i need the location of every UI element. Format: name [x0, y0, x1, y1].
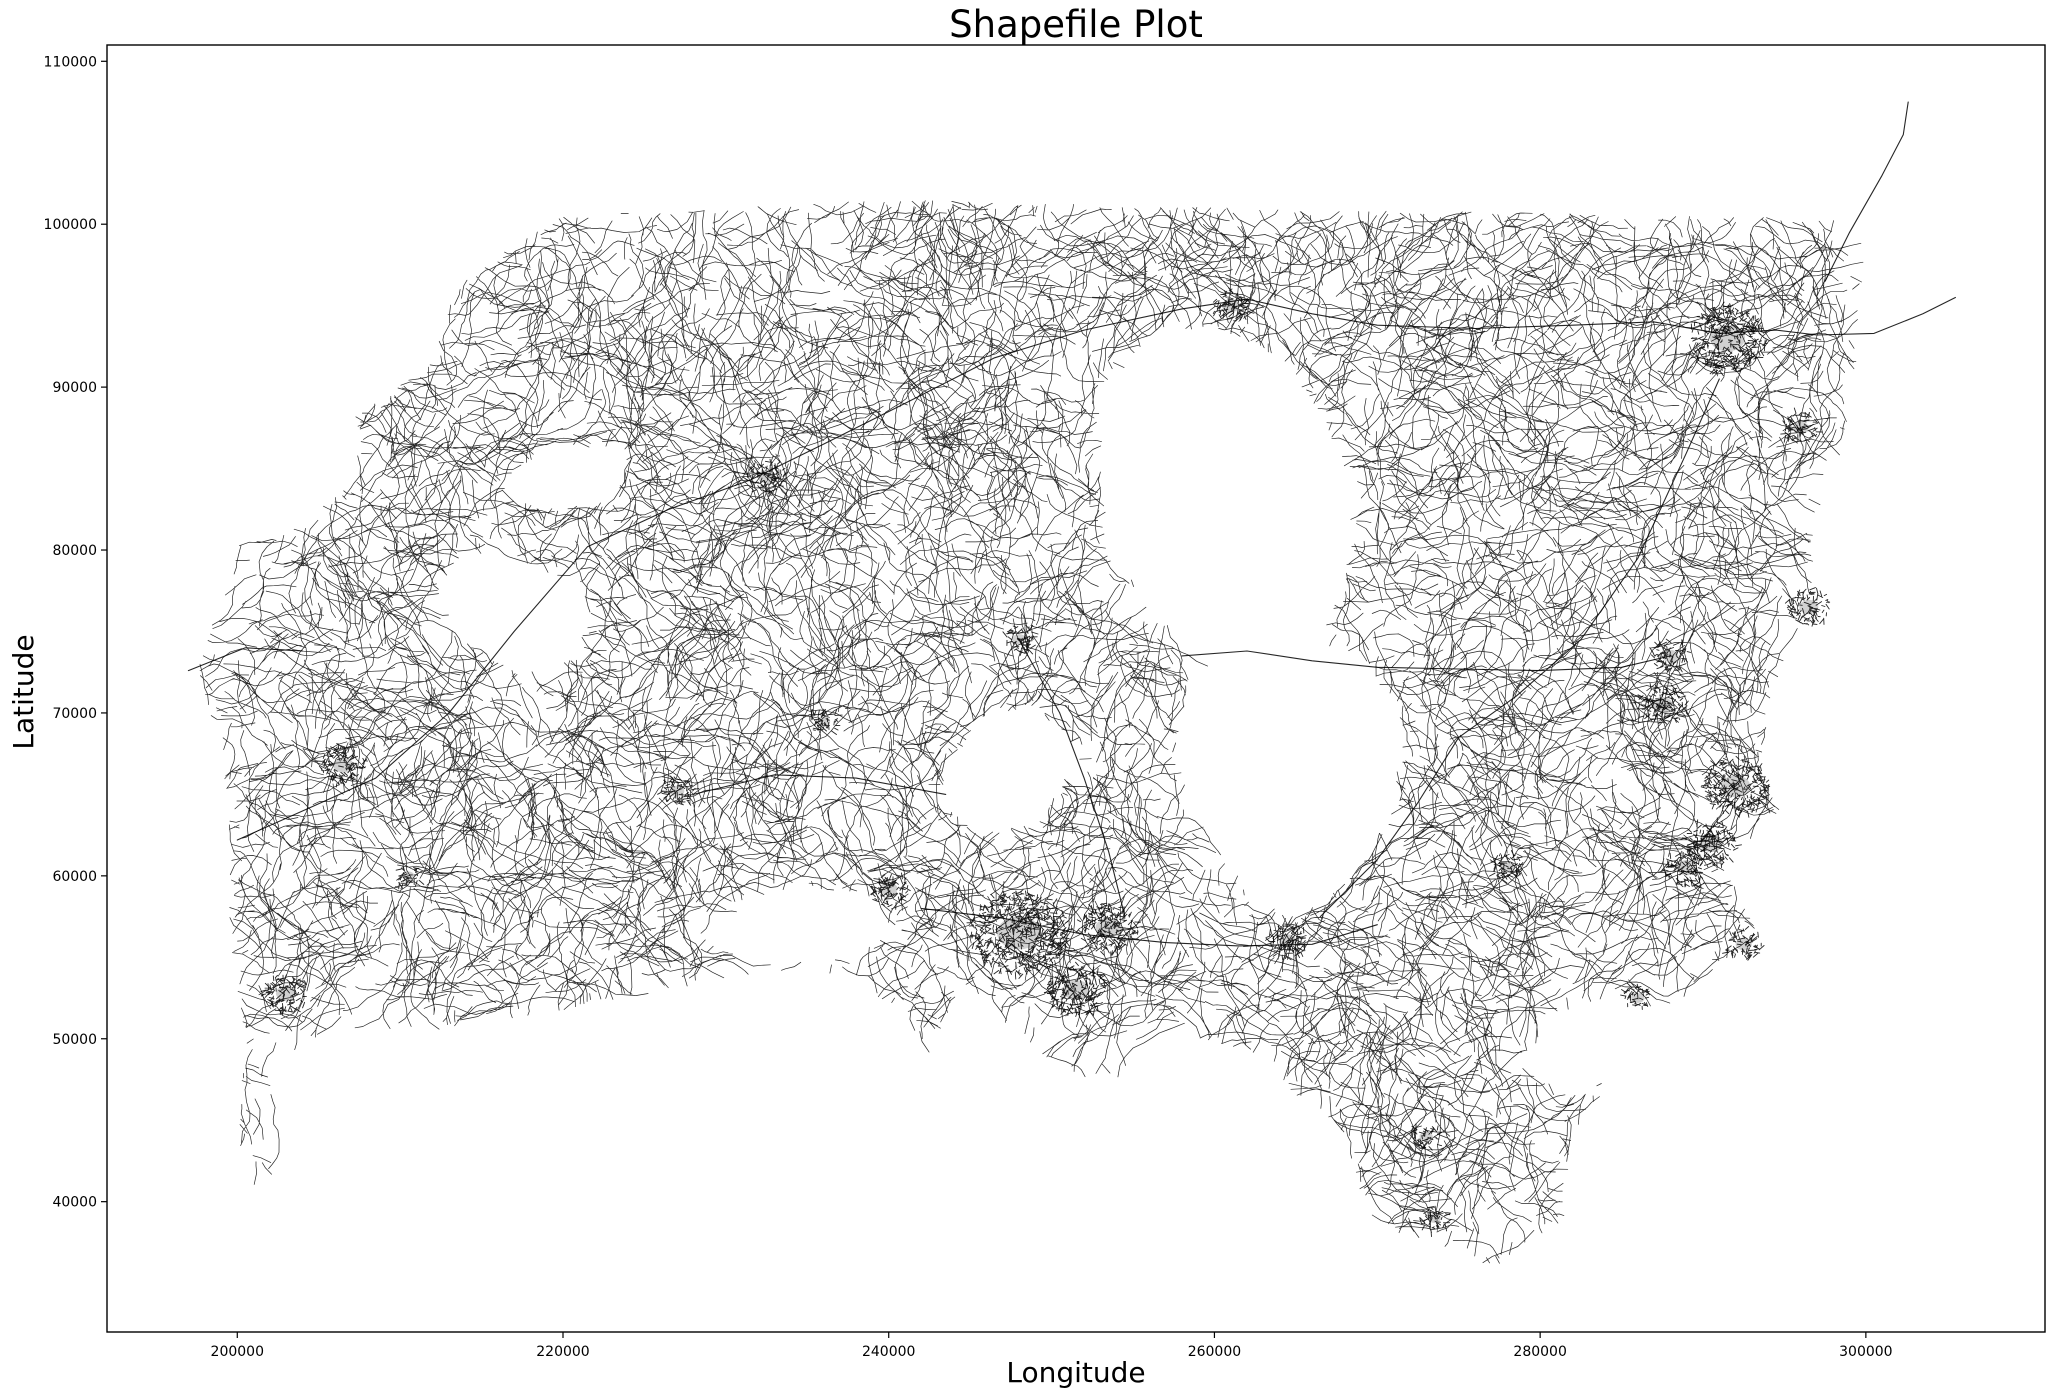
y-tick-label: 70000 — [52, 706, 97, 722]
x-tick-label: 220000 — [536, 1344, 589, 1360]
road-network — [187, 101, 1956, 1264]
urban-cluster — [1662, 649, 1679, 662]
axes-frame — [106, 44, 2046, 1333]
urban-cluster — [1095, 918, 1122, 938]
x-axis-label: Longitude — [1006, 1356, 1146, 1389]
urban-cluster — [1699, 834, 1723, 853]
y-axis-ticks: 40000 50000 60000 70000 80000 90000 100000 1100… — [44, 54, 107, 1211]
urban-cluster — [1652, 697, 1673, 713]
urban-cluster — [997, 916, 1041, 950]
x-axis-ticks: 200000 220000 240000 260000 280000 300000 — [211, 1332, 1893, 1360]
road-lines — [260, 287, 1831, 1238]
urban-cluster — [1221, 299, 1240, 313]
x-tick-label: 300000 — [1839, 1344, 1892, 1360]
y-tick-label: 40000 — [52, 1195, 97, 1211]
urban-cluster — [402, 871, 415, 881]
urban-cluster — [879, 882, 898, 896]
urban-cluster — [757, 470, 776, 484]
urban-cluster — [816, 716, 831, 727]
urban-cluster — [1500, 862, 1515, 874]
y-tick-label: 100000 — [44, 217, 97, 233]
urban-cluster — [669, 785, 685, 797]
urban-cluster — [1419, 1131, 1433, 1142]
y-tick-label: 90000 — [52, 380, 97, 396]
urban-cluster — [1011, 634, 1027, 646]
x-tick-label: 260000 — [1188, 1344, 1241, 1360]
x-tick-label: 200000 — [211, 1344, 264, 1360]
urban-cluster — [332, 757, 354, 773]
urban-cluster — [1676, 860, 1697, 876]
urban-cluster — [1427, 1213, 1441, 1223]
chart-title: Shapefile Plot — [949, 3, 1203, 46]
road-lines — [199, 200, 1864, 1264]
urban-cluster — [1631, 993, 1645, 1003]
urban-cluster — [1278, 934, 1297, 948]
urban-cluster — [1720, 775, 1751, 798]
urban-cluster — [275, 985, 297, 1001]
x-tick-label: 240000 — [862, 1344, 915, 1360]
x-tick-label: 280000 — [1513, 1344, 1566, 1360]
urban-cluster — [1799, 599, 1819, 615]
urban-areas — [275, 299, 1819, 1223]
urban-cluster — [1735, 938, 1752, 951]
urban-cluster — [1709, 325, 1746, 352]
road-lines — [187, 101, 1956, 947]
y-tick-label: 80000 — [52, 543, 97, 559]
y-tick-label: 50000 — [52, 1032, 97, 1048]
y-tick-label: 60000 — [52, 869, 97, 885]
urban-cluster — [1792, 421, 1809, 434]
y-tick-label: 110000 — [44, 54, 97, 70]
urban-cluster — [1062, 979, 1090, 1000]
